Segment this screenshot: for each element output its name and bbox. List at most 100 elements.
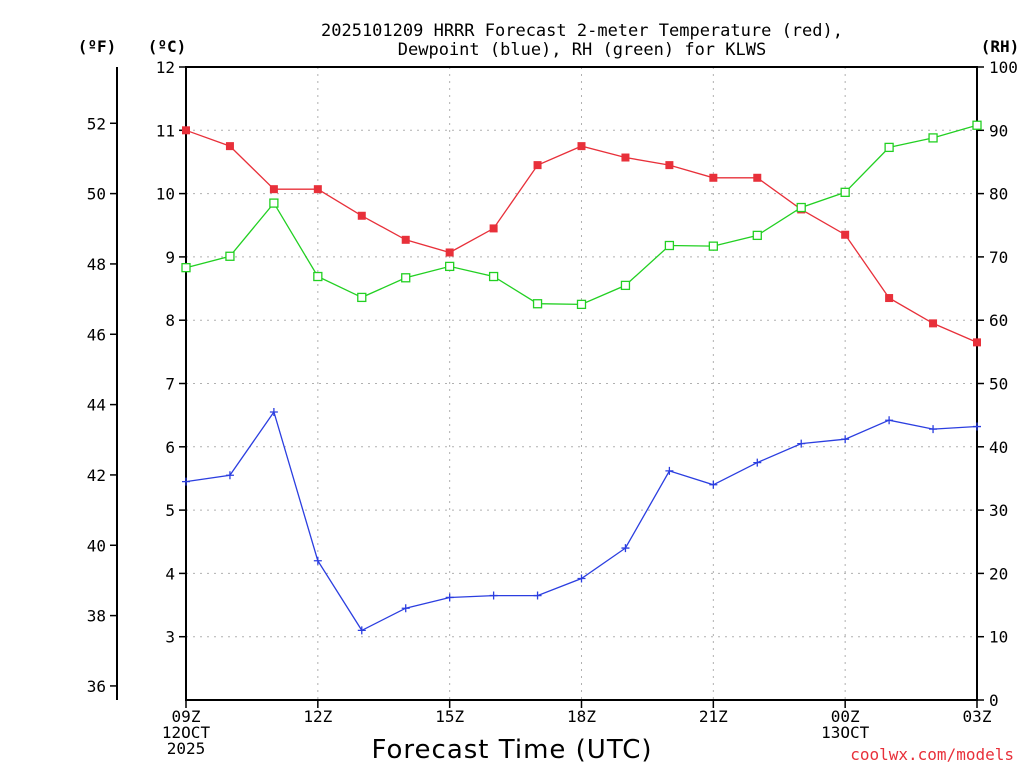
fahrenheit-unit-label: (ºF) (78, 37, 117, 56)
rh-tick-label: 100 (989, 58, 1018, 77)
temperature-point (182, 126, 190, 135)
dewpoint-point (797, 439, 806, 448)
fahrenheit-tick-label: 46 (87, 325, 106, 344)
celsius-tick-label: 4 (165, 564, 175, 583)
rh-tick-label: 80 (989, 185, 1008, 204)
dewpoint-point (489, 591, 498, 600)
celsius-tick-label: 8 (165, 311, 175, 330)
temperature-point (269, 185, 278, 194)
temperature-point (973, 338, 981, 347)
x-tick-label: 21Z (699, 707, 728, 726)
rh-point (796, 202, 806, 213)
rh-point (884, 142, 894, 153)
rh-point (401, 273, 411, 283)
rh-point (664, 240, 675, 251)
fahrenheit-tick-label: 38 (87, 607, 106, 626)
series-layer (181, 120, 982, 635)
rh-tick-label: 30 (989, 501, 1008, 520)
x-tick-label: 03Z (963, 707, 992, 726)
temperature-point (885, 294, 894, 303)
rh-unit-label: (RH) (981, 37, 1020, 56)
rh-point (445, 261, 455, 272)
celsius-tick-label: 9 (165, 248, 175, 267)
rh-tick-label: 50 (989, 375, 1008, 394)
temperature-point (357, 211, 366, 220)
temperature-point (753, 173, 762, 182)
rh-point (620, 280, 631, 291)
rh-point (532, 299, 543, 309)
rh-point (840, 187, 850, 197)
axis-layer: 3 4 5 6 7 8 9 10 11 12 36 38 40 42 44 46 48 50 52 0 10 20 30 40… (87, 58, 1018, 710)
temperature-point (621, 153, 630, 162)
rh-point (313, 271, 323, 282)
dewpoint-point (357, 626, 366, 635)
dewpoint-point (269, 407, 278, 416)
temperature-point (665, 161, 674, 170)
dewpoint-point (225, 471, 234, 480)
rh-point (928, 133, 938, 143)
celsius-tick-label: 6 (165, 438, 175, 457)
grid-layer (186, 67, 977, 700)
fahrenheit-tick-label: 48 (87, 255, 106, 274)
dewpoint-point (401, 604, 410, 613)
fahrenheit-tick-label: 36 (87, 677, 106, 696)
fahrenheit-tick-label: 44 (87, 396, 106, 415)
temperature-point (225, 142, 234, 151)
rh-point (752, 230, 762, 241)
celsius-tick-label: 10 (156, 185, 175, 204)
dewpoint-point (577, 574, 586, 583)
dewpoint-point (313, 556, 322, 565)
dewpoint-point (885, 416, 894, 425)
celsius-tick-label: 12 (156, 58, 175, 77)
temperature-point (709, 173, 718, 182)
dewpoint-point (621, 544, 630, 553)
rh-point (357, 292, 367, 303)
celsius-tick-label: 5 (165, 501, 175, 520)
x-tick-label: 2025 (167, 739, 206, 758)
rh-point (181, 263, 191, 273)
dewpoint-point (665, 466, 674, 475)
rh-point (488, 271, 499, 282)
x-tick-label: 18Z (567, 707, 596, 726)
credit-label: coolwx.com/models (850, 745, 1014, 764)
rh-point (225, 251, 235, 261)
dewpoint-line (185, 410, 978, 632)
dewpoint-point (182, 477, 190, 486)
dewpoint-point (929, 425, 938, 434)
fahrenheit-tick-label: 52 (87, 114, 106, 133)
rh-tick-label: 90 (989, 121, 1008, 140)
dewpoint-point (533, 591, 542, 600)
x-tick-label: 12Z (303, 707, 332, 726)
rh-point (972, 120, 982, 130)
dewpoint-point (753, 458, 762, 467)
chart-title-line2: Dewpoint (blue), RH (green) for KLWS (398, 40, 766, 60)
x-tick-label: 15Z (435, 707, 464, 726)
x-axis-label: Forecast Time (UTC) (371, 735, 652, 765)
celsius-tick-label: 3 (165, 628, 175, 647)
x-tick-label: 00Z (831, 707, 860, 726)
fahrenheit-tick-label: 42 (87, 466, 106, 485)
x-tick-label: 09Z (172, 707, 201, 726)
temperature-point (445, 248, 454, 257)
rh-point (708, 241, 718, 251)
celsius-tick-label: 11 (156, 121, 175, 140)
temperature-point (401, 235, 410, 244)
rh-point (269, 198, 279, 208)
rh-tick-label: 40 (989, 438, 1008, 457)
dewpoint-point (973, 422, 981, 431)
temperature-point (313, 185, 322, 194)
rh-tick-label: 60 (989, 311, 1008, 330)
rh-point (576, 299, 587, 310)
rh-tick-label: 20 (989, 564, 1008, 583)
rh-tick-label: 70 (989, 248, 1008, 267)
x-tick-label: 12OCT (162, 723, 211, 742)
rh-tick-label: 10 (989, 628, 1008, 647)
temperature-point (841, 230, 850, 239)
dewpoint-point (709, 480, 718, 489)
x-tick-label: 13OCT (821, 723, 870, 742)
fahrenheit-tick-label: 40 (87, 536, 106, 555)
temperature-point (489, 224, 498, 233)
